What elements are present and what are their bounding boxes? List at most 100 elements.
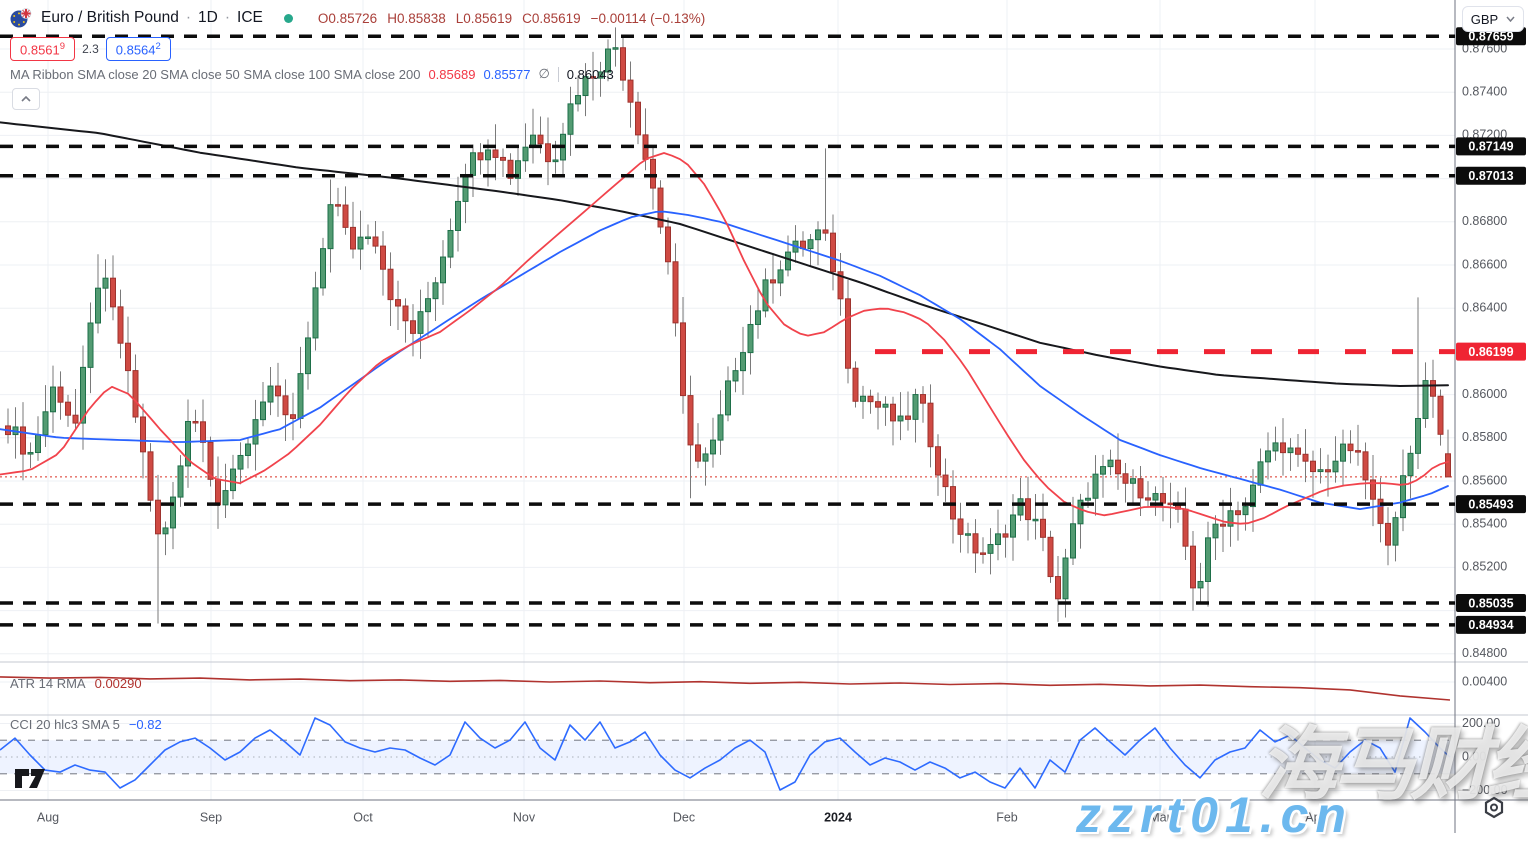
candle-body[interactable] [1332, 460, 1339, 473]
price-tick[interactable]: 0.86600 [1462, 257, 1507, 271]
candle-body[interactable] [875, 401, 881, 408]
candle-body[interactable] [125, 342, 131, 372]
candle-body[interactable] [717, 414, 724, 441]
candle-body[interactable] [620, 47, 626, 81]
price-tick[interactable]: 0.86800 [1462, 214, 1507, 228]
time-axis-month[interactable]: Feb [996, 810, 1018, 824]
candle-body[interactable] [987, 544, 994, 554]
candle-body[interactable] [1280, 442, 1286, 454]
price-tick[interactable]: 0.86000 [1462, 387, 1507, 401]
candle-body[interactable] [890, 403, 896, 422]
candle-body[interactable] [410, 320, 416, 334]
candle-body[interactable] [680, 322, 686, 397]
time-axis-month[interactable]: Apr [1305, 810, 1324, 824]
time-axis-month[interactable]: Aug [37, 810, 59, 824]
candle-body[interactable] [867, 395, 874, 403]
price-tick[interactable]: 0.86400 [1462, 300, 1507, 314]
candle-body[interactable] [755, 310, 761, 325]
candle-body[interactable] [1160, 493, 1166, 504]
candle-body[interactable] [245, 443, 251, 456]
candle-body[interactable] [1340, 443, 1346, 462]
candle-body[interactable] [995, 533, 1001, 546]
candle-body[interactable] [132, 370, 139, 418]
candle-body[interactable] [1032, 518, 1039, 522]
timeframe-label[interactable]: 1D [198, 9, 218, 26]
candle-body[interactable] [582, 76, 589, 97]
candle-body[interactable] [1310, 460, 1316, 473]
candle-body[interactable] [807, 239, 814, 250]
candle-body[interactable] [912, 394, 919, 420]
candle-body[interactable] [372, 236, 379, 247]
candle-body[interactable] [230, 468, 236, 492]
candle-body[interactable] [170, 496, 176, 529]
price-tick[interactable]: 0.85200 [1462, 560, 1507, 574]
price-tick[interactable]: 0.85800 [1462, 430, 1507, 444]
candle-body[interactable] [1092, 473, 1099, 499]
candle-body[interactable] [42, 411, 49, 436]
ma-ribbon-legend[interactable]: MA Ribbon SMA close 20 SMA close 50 SMA … [10, 66, 614, 82]
candle-body[interactable] [1295, 447, 1301, 455]
candle-body[interactable] [777, 269, 784, 284]
candle-body[interactable] [1115, 459, 1121, 475]
candle-body[interactable] [327, 204, 334, 250]
candle-body[interactable] [1100, 466, 1106, 475]
candle-body[interactable] [27, 452, 34, 455]
candle-body[interactable] [200, 421, 206, 443]
candle-body[interactable] [380, 245, 386, 270]
candle-body[interactable] [1122, 473, 1129, 484]
candle-body[interactable] [432, 282, 439, 300]
price-tick[interactable]: 0.84800 [1462, 646, 1507, 660]
tradingview-logo-icon[interactable] [14, 767, 48, 794]
candle-body[interactable] [1370, 479, 1376, 500]
candle-body[interactable] [417, 311, 424, 334]
candle-body[interactable] [1047, 536, 1054, 578]
candle-body[interactable] [545, 143, 551, 163]
candle-body[interactable] [140, 416, 146, 453]
candle-body[interactable] [350, 226, 356, 250]
candle-body[interactable] [747, 323, 754, 354]
candle-body[interactable] [222, 490, 229, 506]
candle-body[interactable] [207, 441, 214, 480]
candle-body[interactable] [1062, 557, 1069, 600]
candle-body[interactable] [237, 454, 244, 470]
candle-body[interactable] [275, 385, 281, 397]
candle-body[interactable] [920, 394, 926, 404]
axis-settings-gear-icon[interactable] [1482, 796, 1506, 825]
cci-tick[interactable]: 200.00 [1462, 716, 1500, 730]
candle-body[interactable] [1362, 451, 1369, 481]
candle-body[interactable] [342, 204, 349, 228]
candle-body[interactable] [1415, 417, 1421, 454]
candle-body[interactable] [1347, 443, 1354, 452]
candle-body[interactable] [657, 187, 664, 228]
candle-body[interactable] [1190, 545, 1196, 589]
candle-body[interactable] [1212, 523, 1219, 539]
candle-body[interactable] [65, 401, 71, 416]
candle-body[interactable] [320, 248, 326, 289]
candle-body[interactable] [1235, 510, 1241, 516]
candle-body[interactable] [305, 337, 311, 375]
candle-body[interactable] [612, 47, 619, 50]
candle-body[interactable] [702, 453, 709, 462]
candle-body[interactable] [1152, 493, 1159, 501]
candle-body[interactable] [965, 533, 971, 536]
candle-body[interactable] [1205, 537, 1211, 582]
candle-body[interactable] [1025, 498, 1031, 521]
candle-body[interactable] [470, 152, 476, 176]
candle-body[interactable] [837, 271, 844, 300]
time-axis-month[interactable]: Sep [200, 810, 222, 824]
cci-tick[interactable]: −200.00 [1462, 783, 1508, 797]
candle-body[interactable] [402, 305, 409, 322]
candle-body[interactable] [822, 229, 829, 234]
candle-body[interactable] [185, 420, 191, 467]
candle-body[interactable] [1302, 453, 1309, 462]
candle-body[interactable] [1085, 497, 1091, 501]
candle-body[interactable] [35, 434, 41, 454]
atr-tick[interactable]: 0.00400 [1462, 674, 1507, 688]
candle-body[interactable] [447, 229, 454, 258]
cci-tick[interactable]: 0.00 [1462, 749, 1486, 763]
candle-body[interactable] [485, 149, 491, 161]
price-tick[interactable]: 0.85400 [1462, 516, 1507, 530]
candle-body[interactable] [905, 415, 911, 420]
candle-body[interactable] [957, 518, 964, 535]
candle-body[interactable] [1220, 523, 1226, 527]
